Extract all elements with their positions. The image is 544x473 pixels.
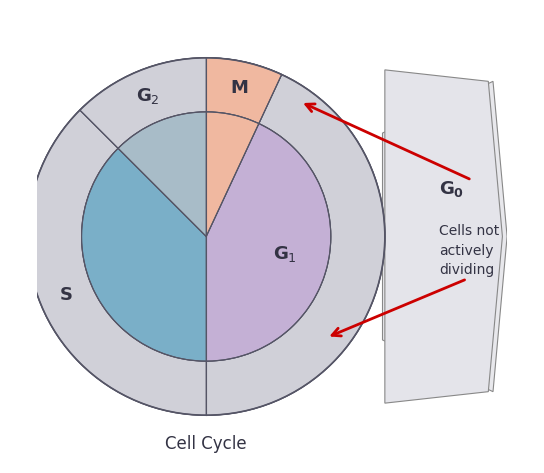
Polygon shape [206, 58, 282, 123]
Polygon shape [80, 58, 206, 149]
Text: M: M [230, 79, 248, 97]
Text: Cells not
actively
dividing: Cells not actively dividing [439, 224, 499, 277]
Text: S: S [59, 286, 72, 304]
Polygon shape [206, 75, 385, 415]
Polygon shape [118, 112, 206, 236]
Polygon shape [82, 149, 206, 361]
Text: G$_1$: G$_1$ [273, 244, 297, 264]
Polygon shape [28, 110, 206, 415]
Circle shape [28, 58, 385, 415]
Text: $\mathbf{G_0}$: $\mathbf{G_0}$ [439, 179, 464, 200]
Polygon shape [385, 70, 503, 403]
Polygon shape [206, 112, 259, 236]
Text: G$_2$: G$_2$ [137, 87, 160, 106]
Polygon shape [206, 58, 282, 123]
Polygon shape [382, 81, 507, 392]
Text: Cell Cycle: Cell Cycle [165, 435, 247, 453]
Polygon shape [206, 123, 331, 361]
